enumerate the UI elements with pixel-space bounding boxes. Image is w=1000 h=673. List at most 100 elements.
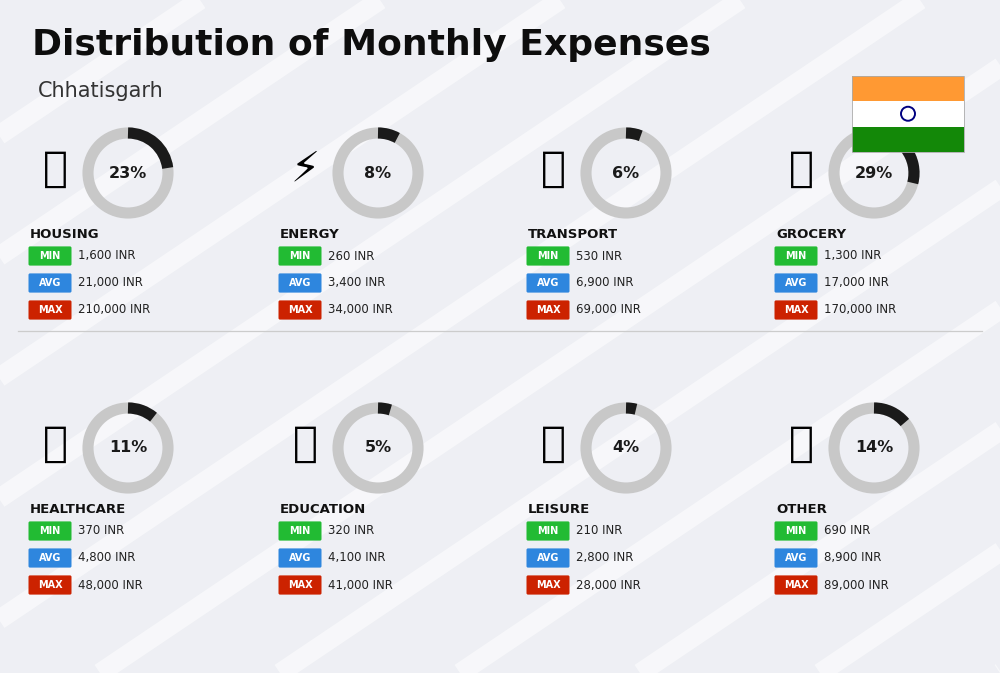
Text: 🛒: 🛒 <box>788 148 814 190</box>
FancyBboxPatch shape <box>278 273 322 293</box>
Text: 4%: 4% <box>612 441 640 456</box>
Text: MAX: MAX <box>288 305 312 315</box>
Text: AVG: AVG <box>289 553 311 563</box>
Text: MIN: MIN <box>39 251 61 261</box>
FancyBboxPatch shape <box>526 522 570 540</box>
Text: HEALTHCARE: HEALTHCARE <box>30 503 126 516</box>
FancyBboxPatch shape <box>28 548 72 567</box>
Text: Distribution of Monthly Expenses: Distribution of Monthly Expenses <box>32 28 711 62</box>
FancyBboxPatch shape <box>774 246 818 266</box>
Text: 4,100 INR: 4,100 INR <box>328 551 386 565</box>
FancyBboxPatch shape <box>774 575 818 595</box>
FancyBboxPatch shape <box>28 575 72 595</box>
Text: 29%: 29% <box>855 166 893 180</box>
Text: 48,000 INR: 48,000 INR <box>78 579 143 592</box>
Text: AVG: AVG <box>537 553 559 563</box>
Text: 370 INR: 370 INR <box>78 524 124 538</box>
FancyBboxPatch shape <box>526 300 570 320</box>
Text: 3,400 INR: 3,400 INR <box>328 277 385 289</box>
Text: 4,800 INR: 4,800 INR <box>78 551 135 565</box>
Text: 69,000 INR: 69,000 INR <box>576 304 641 316</box>
Text: 170,000 INR: 170,000 INR <box>824 304 896 316</box>
Text: 320 INR: 320 INR <box>328 524 374 538</box>
Text: 28,000 INR: 28,000 INR <box>576 579 641 592</box>
Text: MIN: MIN <box>785 526 807 536</box>
Text: MAX: MAX <box>536 305 560 315</box>
Text: 🚌: 🚌 <box>540 148 566 190</box>
Text: 8%: 8% <box>364 166 392 180</box>
Text: MIN: MIN <box>537 251 559 261</box>
Text: 1,300 INR: 1,300 INR <box>824 250 881 262</box>
FancyBboxPatch shape <box>526 246 570 266</box>
Text: 8,900 INR: 8,900 INR <box>824 551 881 565</box>
Text: AVG: AVG <box>537 278 559 288</box>
FancyBboxPatch shape <box>852 101 964 127</box>
FancyBboxPatch shape <box>278 522 322 540</box>
FancyBboxPatch shape <box>28 273 72 293</box>
Text: MIN: MIN <box>289 251 311 261</box>
Text: MAX: MAX <box>288 580 312 590</box>
FancyBboxPatch shape <box>526 548 570 567</box>
Text: AVG: AVG <box>39 553 61 563</box>
Text: 💓: 💓 <box>43 423 68 465</box>
Text: 5%: 5% <box>364 441 392 456</box>
Text: LEISURE: LEISURE <box>528 503 590 516</box>
FancyBboxPatch shape <box>28 522 72 540</box>
Text: 210 INR: 210 INR <box>576 524 622 538</box>
Text: 89,000 INR: 89,000 INR <box>824 579 889 592</box>
Text: MAX: MAX <box>536 580 560 590</box>
Text: 6,900 INR: 6,900 INR <box>576 277 634 289</box>
FancyBboxPatch shape <box>278 246 322 266</box>
Text: 23%: 23% <box>109 166 147 180</box>
FancyBboxPatch shape <box>852 127 964 152</box>
Text: 210,000 INR: 210,000 INR <box>78 304 150 316</box>
FancyBboxPatch shape <box>774 522 818 540</box>
Text: 11%: 11% <box>109 441 147 456</box>
Text: TRANSPORT: TRANSPORT <box>528 228 618 241</box>
Text: 2,800 INR: 2,800 INR <box>576 551 633 565</box>
Text: 6%: 6% <box>612 166 640 180</box>
Text: MIN: MIN <box>289 526 311 536</box>
FancyBboxPatch shape <box>278 300 322 320</box>
Text: 🎓: 🎓 <box>292 423 318 465</box>
Text: 17,000 INR: 17,000 INR <box>824 277 889 289</box>
Text: AVG: AVG <box>39 278 61 288</box>
Text: EDUCATION: EDUCATION <box>280 503 366 516</box>
Text: 34,000 INR: 34,000 INR <box>328 304 393 316</box>
Text: MAX: MAX <box>784 305 808 315</box>
FancyBboxPatch shape <box>278 575 322 595</box>
Text: MAX: MAX <box>784 580 808 590</box>
Text: MAX: MAX <box>38 580 62 590</box>
Text: 260 INR: 260 INR <box>328 250 374 262</box>
Text: ⚡: ⚡ <box>290 148 320 190</box>
Text: HOUSING: HOUSING <box>30 228 100 241</box>
Text: AVG: AVG <box>785 278 807 288</box>
Text: 21,000 INR: 21,000 INR <box>78 277 143 289</box>
Text: 🏢: 🏢 <box>43 148 68 190</box>
FancyBboxPatch shape <box>278 548 322 567</box>
FancyBboxPatch shape <box>774 273 818 293</box>
FancyBboxPatch shape <box>774 548 818 567</box>
Text: MIN: MIN <box>537 526 559 536</box>
Text: 41,000 INR: 41,000 INR <box>328 579 393 592</box>
Text: 530 INR: 530 INR <box>576 250 622 262</box>
Text: 🛍: 🛍 <box>540 423 566 465</box>
Text: 690 INR: 690 INR <box>824 524 870 538</box>
FancyBboxPatch shape <box>526 273 570 293</box>
Text: MIN: MIN <box>785 251 807 261</box>
Text: AVG: AVG <box>785 553 807 563</box>
FancyBboxPatch shape <box>852 75 964 101</box>
FancyBboxPatch shape <box>28 246 72 266</box>
Text: MIN: MIN <box>39 526 61 536</box>
Text: 💰: 💰 <box>788 423 814 465</box>
Text: 1,600 INR: 1,600 INR <box>78 250 136 262</box>
Text: MAX: MAX <box>38 305 62 315</box>
Text: OTHER: OTHER <box>776 503 827 516</box>
Text: 14%: 14% <box>855 441 893 456</box>
FancyBboxPatch shape <box>28 300 72 320</box>
FancyBboxPatch shape <box>526 575 570 595</box>
FancyBboxPatch shape <box>774 300 818 320</box>
Text: ENERGY: ENERGY <box>280 228 340 241</box>
Text: AVG: AVG <box>289 278 311 288</box>
Text: Chhatisgarh: Chhatisgarh <box>38 81 164 101</box>
